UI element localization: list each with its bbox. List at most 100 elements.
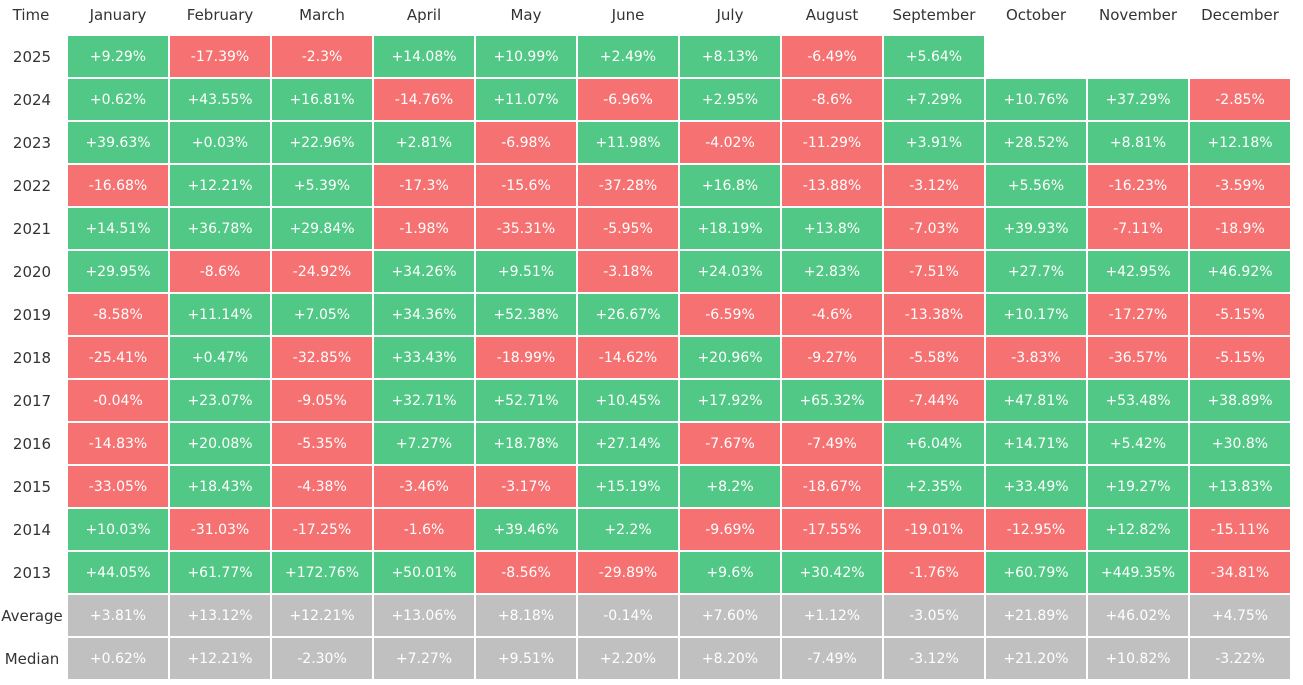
return-cell: +36.78%: [170, 208, 270, 249]
return-cell: +34.36%: [374, 294, 474, 335]
return-cell: +7.60%: [680, 595, 780, 636]
return-cell: +7.05%: [272, 294, 372, 335]
return-cell: +4.75%: [1190, 595, 1290, 636]
return-cell: -7.49%: [782, 638, 882, 679]
header-cell: July: [716, 5, 744, 24]
return-cell: +65.32%: [782, 380, 882, 421]
return-cell: +0.62%: [68, 79, 168, 120]
return-cell: +12.21%: [170, 165, 270, 206]
return-cell: +33.49%: [986, 466, 1086, 507]
return-cell: -9.27%: [782, 337, 882, 378]
row-label: 2021: [12, 219, 52, 238]
return-cell: +13.83%: [1190, 466, 1290, 507]
return-cell: +9.6%: [680, 552, 780, 593]
return-cell: +52.38%: [476, 294, 576, 335]
return-cell: +14.08%: [374, 36, 474, 77]
return-cell: -7.49%: [782, 423, 882, 464]
return-cell: +27.14%: [578, 423, 678, 464]
return-cell: +10.82%: [1088, 638, 1188, 679]
return-cell: +7.29%: [884, 79, 984, 120]
return-cell: +2.20%: [578, 638, 678, 679]
return-cell: -9.05%: [272, 380, 372, 421]
return-cell: +46.92%: [1190, 251, 1290, 292]
header-cell: September: [892, 5, 976, 24]
return-cell: +5.39%: [272, 165, 372, 206]
row-label: 2017: [12, 391, 52, 410]
return-cell: +26.67%: [578, 294, 678, 335]
return-cell: -8.58%: [68, 294, 168, 335]
row-label: 2019: [12, 305, 52, 324]
return-cell: +44.05%: [68, 552, 168, 593]
return-cell: -17.55%: [782, 509, 882, 550]
return-cell: +2.35%: [884, 466, 984, 507]
return-cell: -14.76%: [374, 79, 474, 120]
return-cell: -19.01%: [884, 509, 984, 550]
return-cell: +21.89%: [986, 595, 1086, 636]
row-label: 2014: [12, 520, 52, 539]
return-cell: +9.51%: [476, 638, 576, 679]
return-cell: -12.95%: [986, 509, 1086, 550]
return-cell: -32.85%: [272, 337, 372, 378]
return-cell: +20.96%: [680, 337, 780, 378]
return-cell: +11.14%: [170, 294, 270, 335]
return-cell: +12.18%: [1190, 122, 1290, 163]
return-cell: +37.29%: [1088, 79, 1188, 120]
header-cell: February: [186, 5, 254, 24]
return-cell: -5.35%: [272, 423, 372, 464]
return-cell: +16.8%: [680, 165, 780, 206]
return-cell: -14.62%: [578, 337, 678, 378]
return-cell: +50.01%: [374, 552, 474, 593]
return-cell: -13.38%: [884, 294, 984, 335]
return-cell: +10.03%: [68, 509, 168, 550]
return-cell: -4.38%: [272, 466, 372, 507]
return-cell: -3.46%: [374, 466, 474, 507]
return-cell: +14.71%: [986, 423, 1086, 464]
return-cell: -36.57%: [1088, 337, 1188, 378]
return-cell: -3.83%: [986, 337, 1086, 378]
return-cell: +10.76%: [986, 79, 1086, 120]
return-cell: -3.17%: [476, 466, 576, 507]
return-cell: +21.20%: [986, 638, 1086, 679]
return-cell: -14.83%: [68, 423, 168, 464]
return-cell: +10.99%: [476, 36, 576, 77]
return-cell: +42.95%: [1088, 251, 1188, 292]
return-cell: +10.17%: [986, 294, 1086, 335]
return-cell: +20.08%: [170, 423, 270, 464]
return-cell: +46.02%: [1088, 595, 1188, 636]
return-cell: -11.29%: [782, 122, 882, 163]
return-cell: +60.79%: [986, 552, 1086, 593]
return-cell: -15.11%: [1190, 509, 1290, 550]
return-cell: +0.03%: [170, 122, 270, 163]
row-label: 2025: [12, 47, 52, 66]
return-cell: -0.14%: [578, 595, 678, 636]
header-cell: Time: [12, 5, 50, 24]
return-cell: +2.2%: [578, 509, 678, 550]
return-cell: +5.42%: [1088, 423, 1188, 464]
return-cell: +13.12%: [170, 595, 270, 636]
return-cell: -0.04%: [68, 380, 168, 421]
return-cell: +15.19%: [578, 466, 678, 507]
return-cell: -7.03%: [884, 208, 984, 249]
return-cell: +18.43%: [170, 466, 270, 507]
return-cell: +2.95%: [680, 79, 780, 120]
return-cell: +11.07%: [476, 79, 576, 120]
return-cell: +13.8%: [782, 208, 882, 249]
return-cell: -3.12%: [884, 165, 984, 206]
return-cell: -37.28%: [578, 165, 678, 206]
row-label: 2013: [12, 563, 52, 582]
row-label: 2023: [12, 133, 52, 152]
return-cell: -5.95%: [578, 208, 678, 249]
return-cell: +32.71%: [374, 380, 474, 421]
row-label: 2022: [12, 176, 52, 195]
return-cell: -8.6%: [170, 251, 270, 292]
return-cell: +449.35%: [1088, 552, 1188, 593]
return-cell: +39.63%: [68, 122, 168, 163]
return-cell: -35.31%: [476, 208, 576, 249]
return-cell: +8.20%: [680, 638, 780, 679]
return-cell: +12.21%: [170, 638, 270, 679]
return-cell: +38.89%: [1190, 380, 1290, 421]
row-label: Median: [4, 649, 60, 668]
return-cell: -8.56%: [476, 552, 576, 593]
return-cell: +39.46%: [476, 509, 576, 550]
